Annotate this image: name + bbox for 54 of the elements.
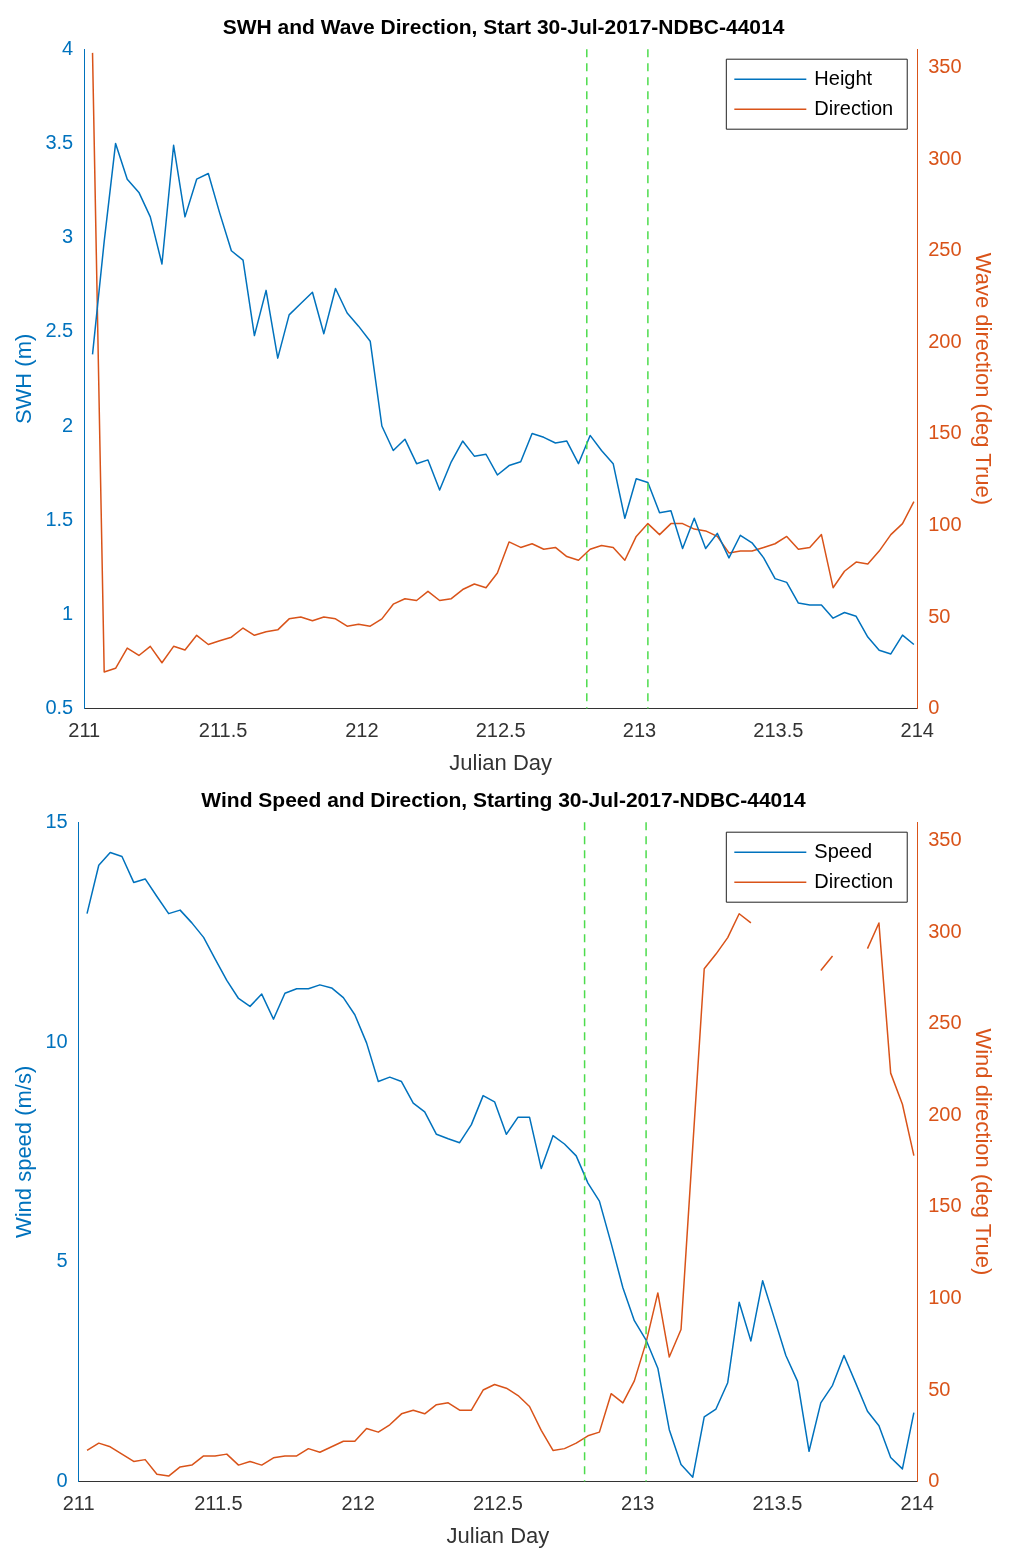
y2-tick-label: 0 [928,1469,940,1492]
x-tick-label: 212 [345,719,379,742]
x-tick-label: 214 [900,719,934,742]
y2-tick-label: 100 [928,512,962,535]
y2-tick-label: 50 [928,604,951,627]
x-tick-label: 211 [68,719,101,742]
legend-label: Height [814,66,873,89]
x-tick-label: 212 [341,1492,375,1515]
y-tick-label: 15 [45,809,68,832]
y2-tick-label: 200 [928,1102,962,1125]
y-axis-title: SWH (m) [11,333,37,425]
x-axis-title: Julian Day [449,749,553,775]
y2-tick-label: 200 [928,329,962,352]
y-tick-label: 3 [62,225,74,248]
y2-axis-title: Wind direction (deg True) [970,1028,996,1276]
x-tick-label: 213 [621,1492,655,1515]
y2-tick-label: 0 [928,696,940,719]
y-tick-label: 5 [56,1249,68,1272]
y-tick-label: 2.5 [45,319,74,342]
y2-tick-label: 150 [928,1194,962,1217]
chart-title: SWH and Wave Direction, Start 30-Jul-2017-NDBC-44014 [222,15,785,39]
y2-tick-label: 50 [928,1377,951,1400]
legend-label: Direction [814,869,894,892]
x-axis-title: Julian Day [446,1522,550,1548]
y-tick-label: 1 [62,601,74,624]
x-tick-label: 213.5 [752,1492,803,1515]
x-tick-label: 213.5 [753,719,804,742]
y-tick-label: 4 [62,36,74,59]
y2-tick-label: 150 [928,421,962,444]
y-tick-label: 1.5 [45,507,74,530]
x-tick-label: 214 [900,1492,934,1515]
x-tick-label: 212.5 [472,1492,523,1515]
x-tick-label: 212.5 [475,719,526,742]
y2-tick-label: 250 [928,238,962,261]
x-tick-label: 211.5 [194,1492,243,1515]
legend-label: Speed [814,839,873,862]
y-tick-label: 2 [62,413,74,436]
y2-tick-label: 250 [928,1011,962,1034]
x-tick-label: 211 [62,1492,95,1515]
legend-label: Direction [814,96,894,119]
y2-tick-label: 300 [928,146,962,169]
y2-tick-label: 300 [928,919,962,942]
y-tick-label: 10 [45,1029,68,1052]
y2-axis-title: Wave direction (deg True) [970,252,996,506]
y-tick-label: 0.5 [45,696,74,719]
x-tick-label: 211.5 [198,719,248,742]
chart-title: Wind Speed and Direction, Starting 30-Jul-2017-NDBC-44014 [201,788,806,812]
y-tick-label: 3.5 [45,130,74,153]
y2-tick-label: 100 [928,1285,962,1308]
y-axis-title: Wind speed (m/s) [11,1065,37,1239]
y2-tick-label: 350 [928,55,962,78]
x-tick-label: 213 [622,719,657,742]
y-tick-label: 0 [56,1469,68,1492]
y2-tick-label: 350 [928,828,962,851]
